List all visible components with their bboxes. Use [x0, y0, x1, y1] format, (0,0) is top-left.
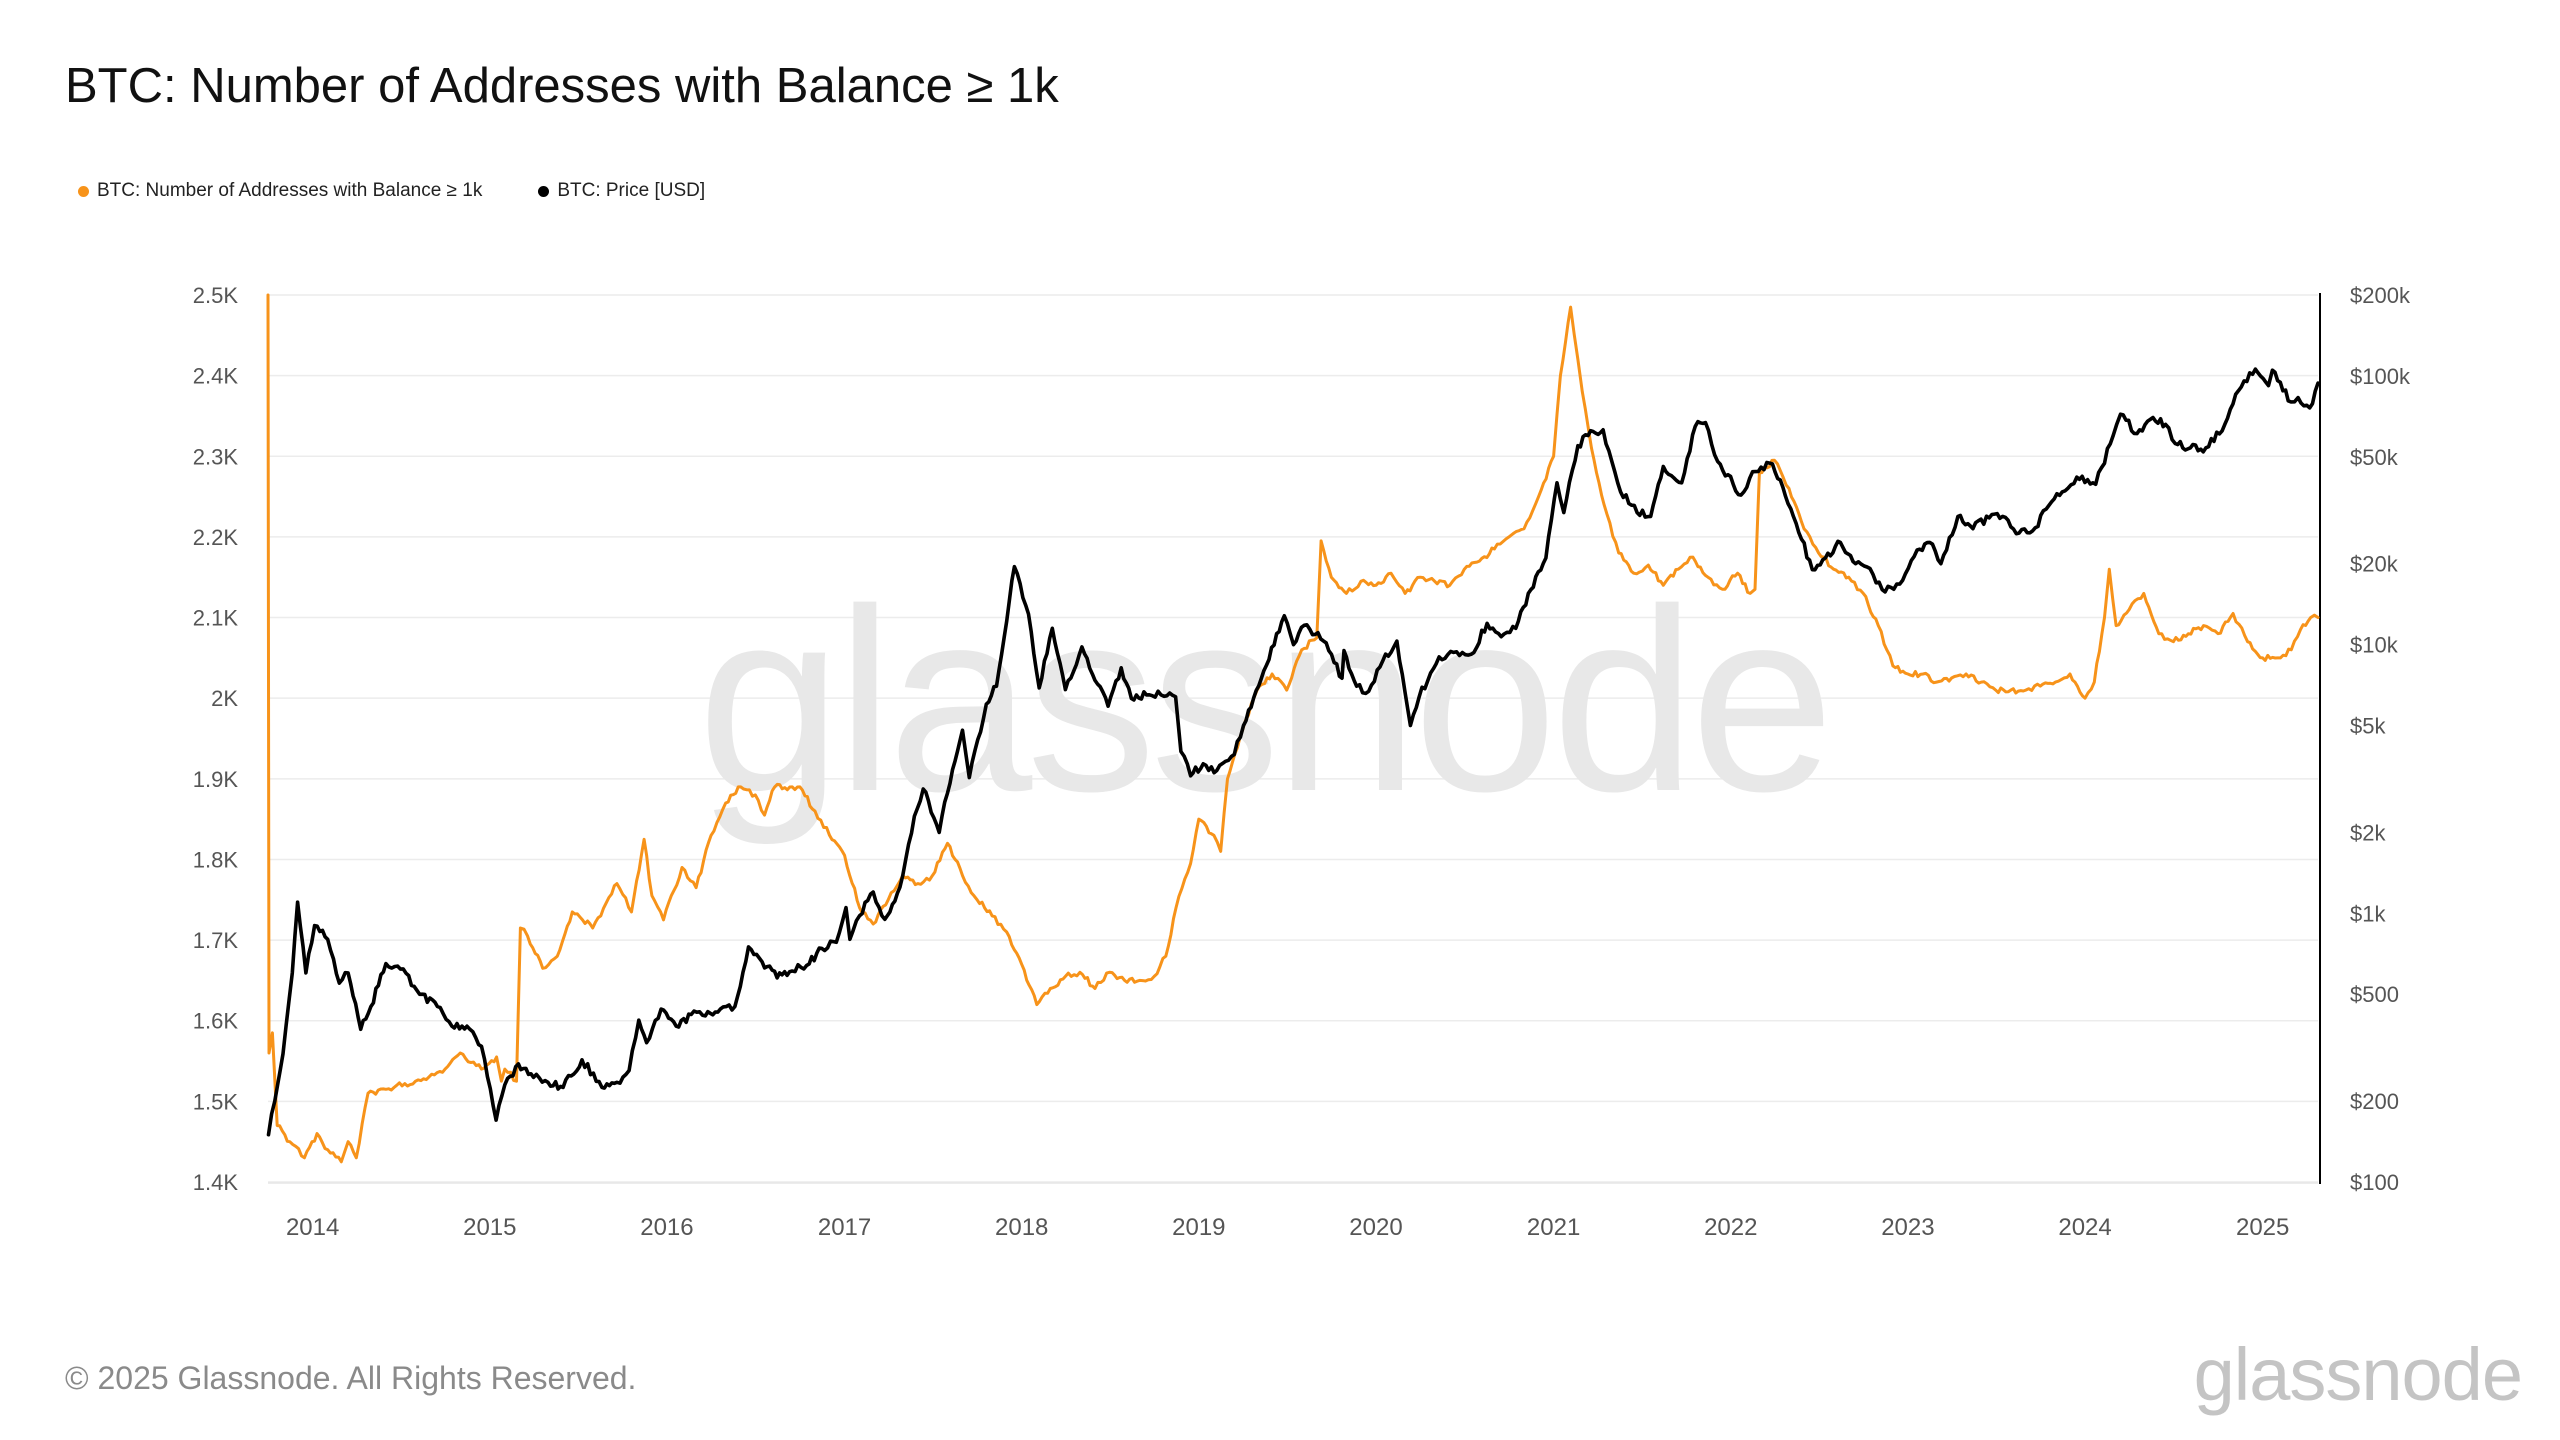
brand-logo-text: glassnode [2193, 1333, 2523, 1416]
y-left-tick-label: 2.5K [193, 283, 239, 308]
x-tick-label: 2024 [2058, 1214, 2111, 1241]
y-right-tick-label: $50k [2350, 445, 2399, 470]
watermark-text: glassnode [697, 556, 1828, 847]
legend-dot-addresses [78, 185, 89, 197]
legend-item-price[interactable]: BTC: Price [USD] [538, 180, 705, 202]
y-right-tick-label: $5k [2350, 713, 2386, 738]
y-right-tick-label: $200 [2350, 1089, 2399, 1114]
x-tick-label: 2014 [286, 1214, 339, 1241]
y-left-tick-label: 2K [211, 686, 238, 711]
copyright-text: © 2025 Glassnode. All Rights Reserved. [65, 1360, 637, 1396]
series-line-addresses [266, 293, 2320, 1164]
legend-item-addresses[interactable]: BTC: Number of Addresses with Balance ≥ … [78, 180, 482, 202]
x-tick-label: 2017 [818, 1214, 871, 1241]
legend-label-price: BTC: Price [USD] [557, 180, 706, 201]
y-right-tick-label: $500 [2350, 982, 2399, 1007]
legend: BTC: Number of Addresses with Balance ≥ … [78, 180, 761, 202]
x-tick-label: 2020 [1349, 1214, 1402, 1241]
y-left-tick-label: 1.6K [193, 1009, 239, 1034]
x-tick-label: 2015 [463, 1214, 516, 1241]
x-tick-label: 2025 [2236, 1214, 2289, 1241]
y-left-tick-label: 1.7K [193, 928, 239, 953]
y-left-tick-label: 1.4K [193, 1170, 239, 1195]
x-tick-label: 2019 [1172, 1214, 1225, 1241]
x-tick-label: 2018 [995, 1214, 1048, 1241]
y-right-tick-label: $10k [2350, 633, 2399, 658]
y-right-tick-label: $200k [2350, 283, 2411, 308]
x-tick-label: 2016 [640, 1214, 693, 1241]
legend-label-addresses: BTC: Number of Addresses with Balance ≥ … [97, 180, 483, 201]
y-right-tick-label: $1k [2350, 901, 2386, 926]
x-tick-label: 2021 [1527, 1214, 1580, 1241]
y-right-tick-label: $100 [2350, 1170, 2399, 1195]
y-right-tick-label: $2k [2350, 820, 2386, 845]
y-right-tick-label: $100k [2350, 364, 2411, 389]
y-left-tick-label: 1.5K [193, 1089, 239, 1114]
legend-dot-price [538, 185, 550, 197]
x-tick-label: 2022 [1704, 1214, 1757, 1241]
y-right-tick-label: $20k [2350, 552, 2399, 577]
y-left-tick-label: 2.2K [193, 525, 239, 550]
series-line-price [266, 367, 2320, 1137]
x-tick-label: 2023 [1881, 1214, 1934, 1241]
y-left-tick-label: 2.4K [193, 364, 239, 389]
y-left-tick-label: 1.9K [193, 767, 239, 792]
y-left-tick-label: 1.8K [193, 847, 239, 872]
y-left-tick-label: 2.1K [193, 606, 239, 631]
y-left-tick-label: 2.3K [193, 444, 239, 469]
page-title: BTC: Number of Addresses with Balance ≥ … [65, 59, 1059, 113]
